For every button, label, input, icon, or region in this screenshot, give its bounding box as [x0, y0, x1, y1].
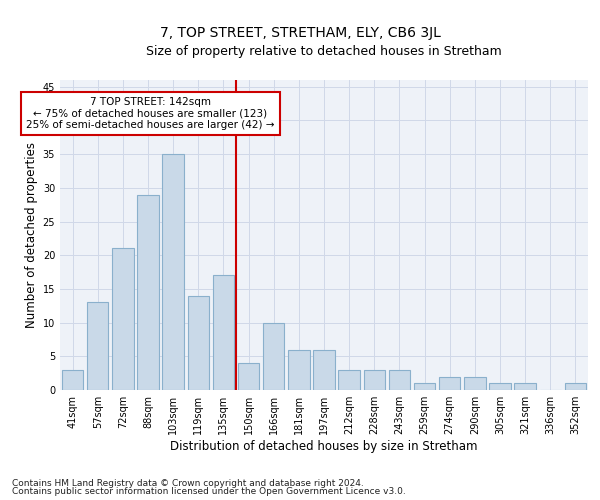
Bar	[389, 370, 410, 390]
Bar	[490, 384, 511, 390]
Bar	[439, 376, 460, 390]
Bar	[213, 276, 234, 390]
Bar	[87, 302, 109, 390]
Text: Contains public sector information licensed under the Open Government Licence v3: Contains public sector information licen…	[12, 487, 406, 496]
Text: 7, TOP STREET, STRETHAM, ELY, CB6 3JL: 7, TOP STREET, STRETHAM, ELY, CB6 3JL	[160, 26, 440, 40]
Bar	[112, 248, 134, 390]
Bar	[565, 384, 586, 390]
Bar	[263, 322, 284, 390]
Bar	[163, 154, 184, 390]
Bar	[338, 370, 360, 390]
Y-axis label: Number of detached properties: Number of detached properties	[25, 142, 38, 328]
Bar	[514, 384, 536, 390]
Bar	[364, 370, 385, 390]
Bar	[414, 384, 435, 390]
Bar	[188, 296, 209, 390]
Text: Contains HM Land Registry data © Crown copyright and database right 2024.: Contains HM Land Registry data © Crown c…	[12, 478, 364, 488]
X-axis label: Distribution of detached houses by size in Stretham: Distribution of detached houses by size …	[170, 440, 478, 453]
Bar	[464, 376, 485, 390]
Bar	[137, 194, 158, 390]
Bar	[238, 363, 259, 390]
Title: Size of property relative to detached houses in Stretham: Size of property relative to detached ho…	[146, 45, 502, 58]
Bar	[288, 350, 310, 390]
Text: 7 TOP STREET: 142sqm
← 75% of detached houses are smaller (123)
25% of semi-deta: 7 TOP STREET: 142sqm ← 75% of detached h…	[26, 97, 275, 130]
Bar	[313, 350, 335, 390]
Bar	[62, 370, 83, 390]
